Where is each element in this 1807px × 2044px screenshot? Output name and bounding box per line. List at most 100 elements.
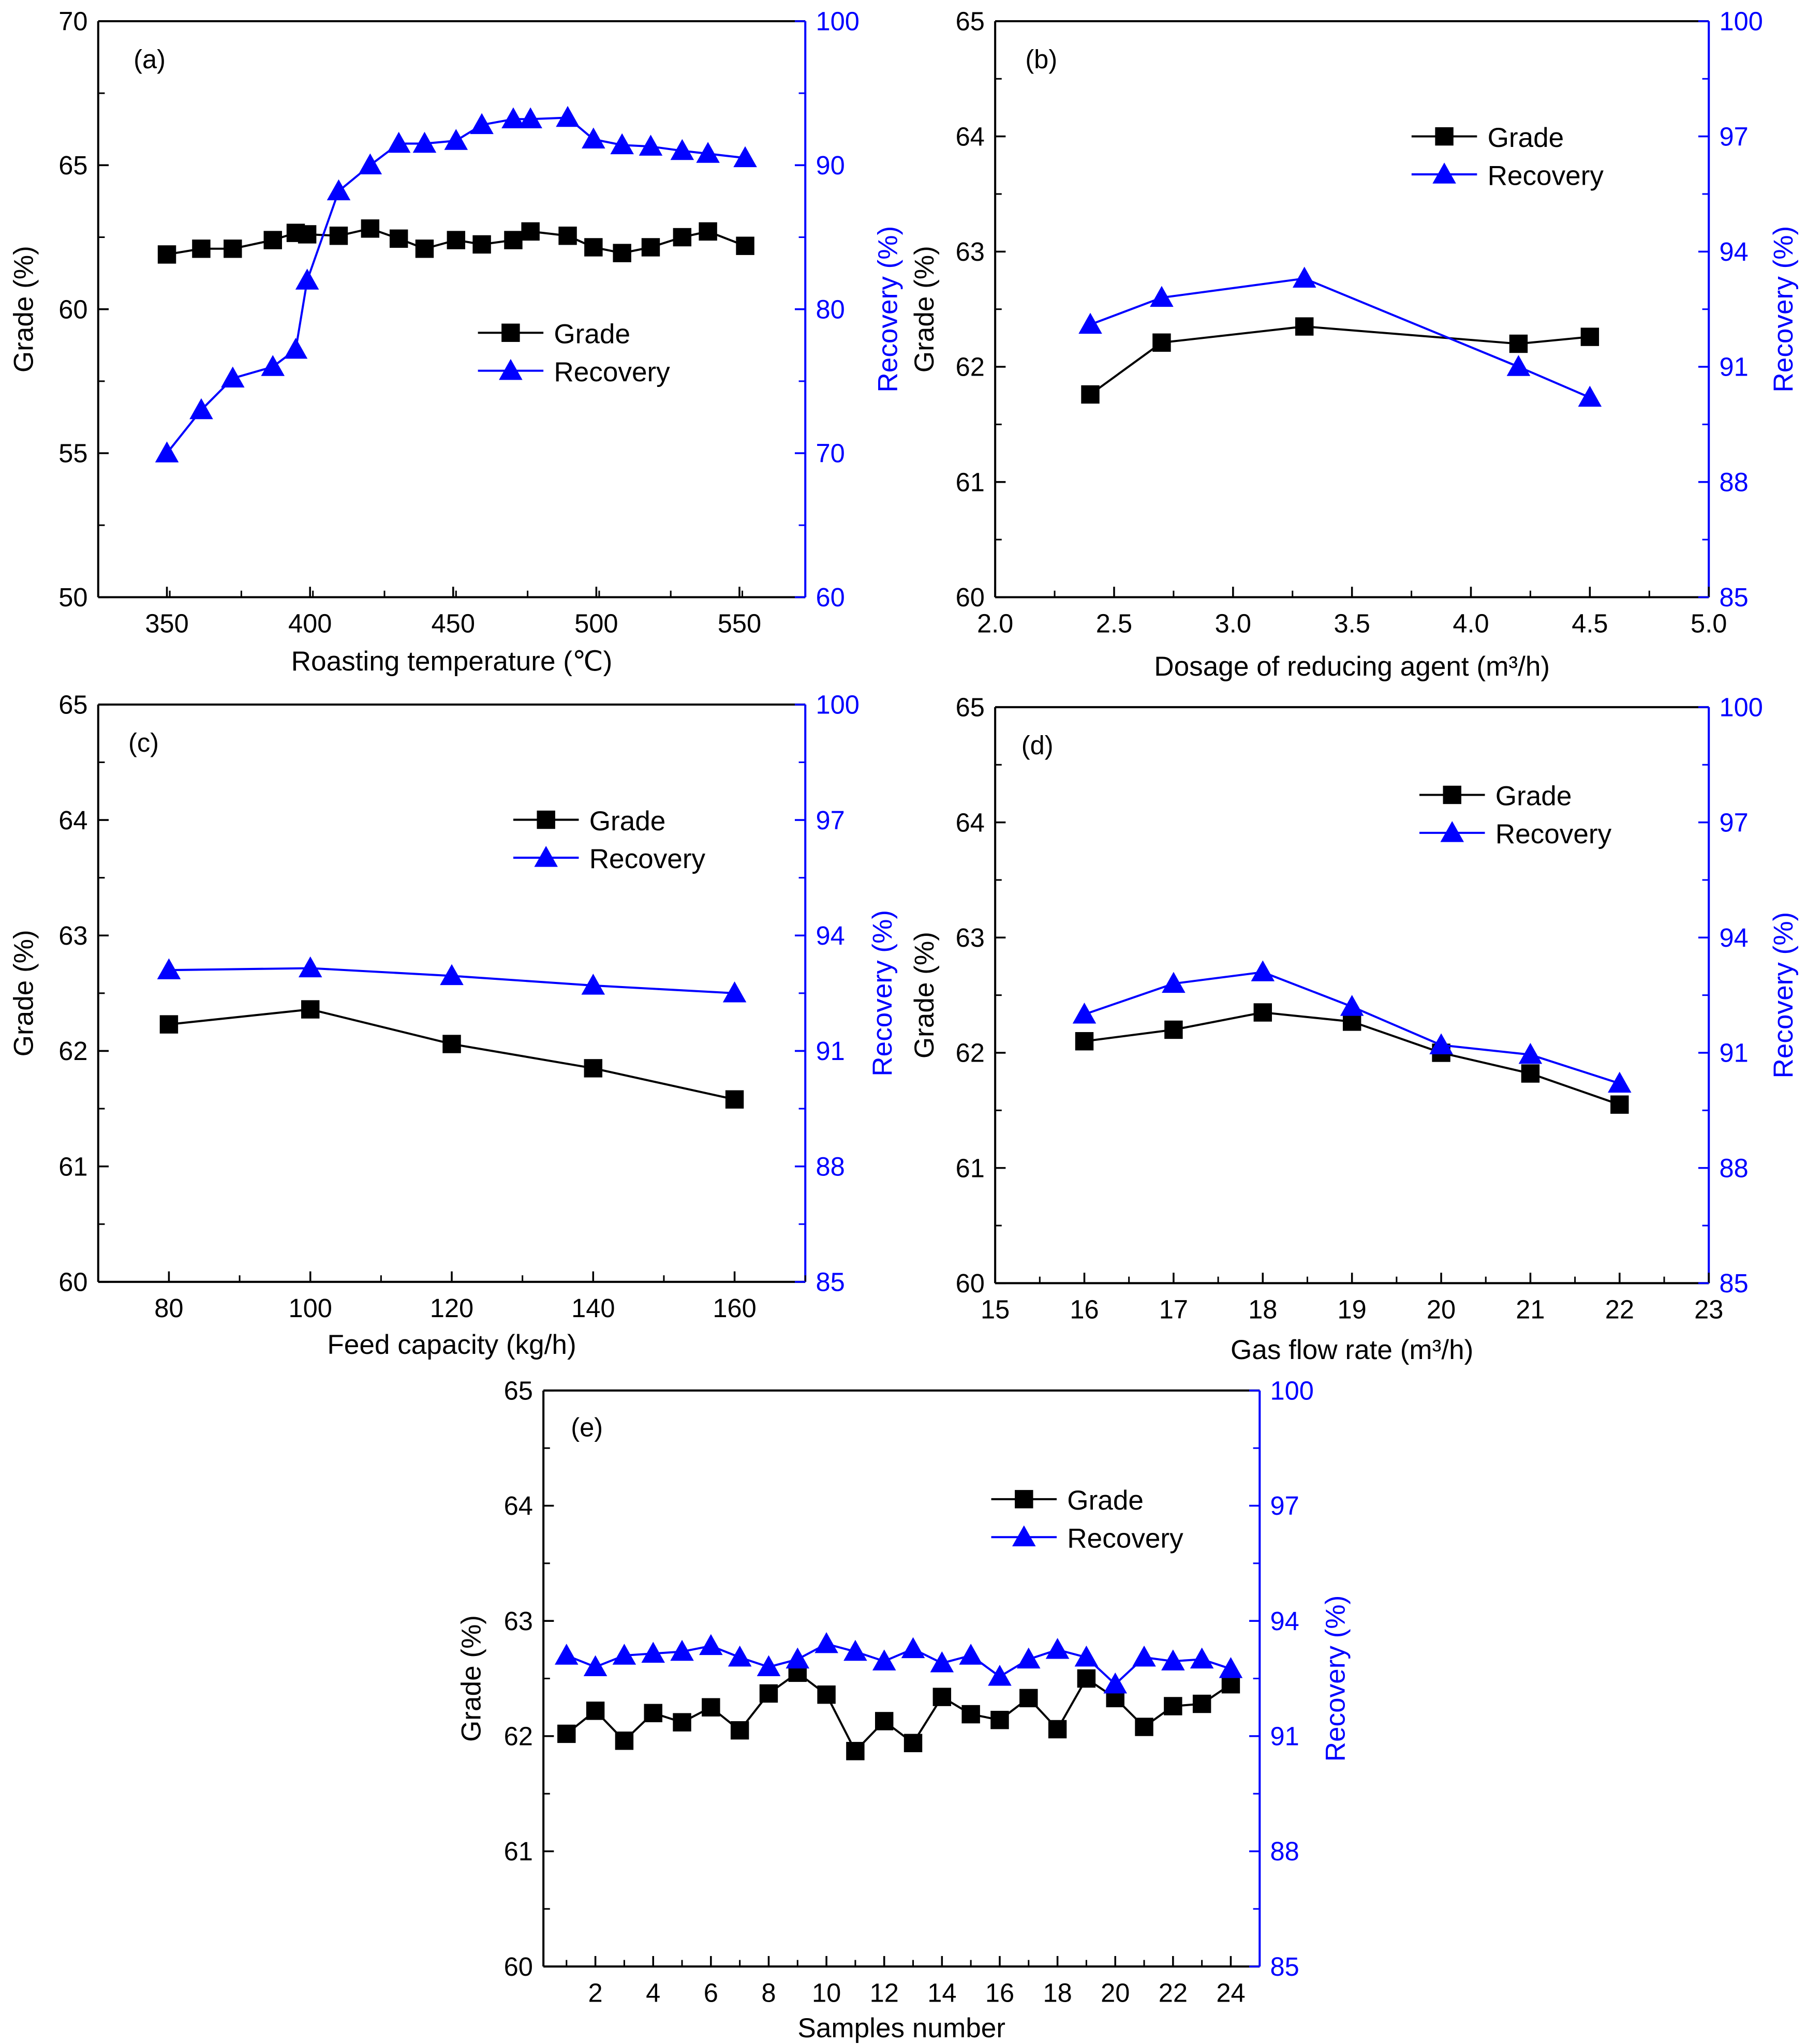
recovery-point	[298, 956, 322, 978]
y-left-tick-label: 63	[58, 921, 87, 950]
grade-point	[521, 222, 540, 241]
y-left-tick-label: 64	[956, 808, 985, 837]
grade-point	[389, 229, 408, 248]
legend-marker-grade	[501, 323, 520, 342]
x-tick-label: 24	[1216, 1978, 1245, 2008]
x-tick-label: 2	[588, 1978, 603, 2008]
y-right-axis-label: Recovery (%)	[1768, 912, 1799, 1079]
grade-point	[644, 1704, 662, 1723]
recovery-line	[566, 1643, 1232, 1686]
y-left-tick-label: 63	[504, 1606, 533, 1636]
grade-point	[613, 244, 631, 262]
legend: Grade Recovery	[1411, 123, 1604, 191]
chart-panel-e: 2 4 6 8 10 12 14 16 18 20 22 2460616263646585889194…	[456, 1376, 1351, 2043]
y-right-axis-label: Recovery (%)	[872, 226, 903, 393]
x-axis-label: Dosage of reducing agent (m³/h)	[1154, 651, 1550, 682]
x-tick-label: 22	[1605, 1295, 1634, 1324]
recovery-point	[1506, 355, 1531, 376]
y-right-tick-label: 97	[1719, 808, 1748, 837]
legend-label: Grade	[1495, 781, 1572, 812]
recovery-point	[722, 981, 747, 1003]
x-tick-label: 4.5	[1572, 609, 1608, 638]
x-tick-label: 400	[288, 609, 332, 638]
y-right-axis-label: Recovery (%)	[1768, 226, 1799, 393]
grade-point	[584, 238, 603, 257]
recovery-point	[1150, 286, 1174, 307]
grade-point	[1164, 1020, 1183, 1039]
grade-point	[557, 1724, 576, 1743]
grade-point	[846, 1742, 865, 1760]
recovery-point	[757, 1655, 781, 1676]
grade-point	[730, 1721, 749, 1740]
legend-marker-grade	[1015, 1490, 1033, 1509]
legend-label: Recovery	[1067, 1523, 1183, 1554]
grade-point	[875, 1712, 894, 1730]
y-right-axis-label: Recovery (%)	[1321, 1595, 1351, 1762]
recovery-point	[1162, 972, 1186, 993]
grade-point	[615, 1732, 634, 1750]
y-left-tick-label: 50	[58, 583, 87, 612]
y-right-tick-label: 91	[1270, 1722, 1299, 1751]
grade-point	[641, 238, 660, 257]
recovery-point	[583, 1655, 608, 1676]
grade-point	[329, 227, 348, 245]
grade-point	[1580, 327, 1599, 346]
grade-point	[192, 240, 211, 258]
series-recovery	[157, 956, 747, 1003]
x-tick-label: 22	[1159, 1978, 1188, 2008]
legend-marker-recovery	[499, 359, 523, 380]
x-tick-label: 16	[1070, 1295, 1099, 1324]
grade-point	[586, 1702, 605, 1720]
recovery-point	[786, 1647, 810, 1669]
x-axis-label: Samples number	[797, 2013, 1005, 2043]
x-tick-label: 20	[1101, 1978, 1130, 2008]
panel-tag: (b)	[1025, 44, 1057, 74]
grade-point	[415, 240, 434, 258]
x-tick-label: 6	[704, 1978, 718, 2008]
legend-label: Grade	[589, 806, 666, 837]
legend-marker-recovery	[1432, 162, 1456, 184]
y-left-tick-label: 65	[956, 693, 985, 722]
recovery-point	[327, 179, 351, 201]
grade-point	[263, 231, 282, 249]
y-left-tick-label: 61	[504, 1837, 533, 1866]
series-recovery	[1078, 266, 1602, 407]
y-right-tick-label: 85	[1270, 1952, 1299, 1981]
y-left-tick-label: 63	[956, 237, 985, 266]
grade-point	[157, 245, 176, 264]
legend-label: Grade	[1067, 1485, 1144, 1516]
x-axis-label: Gas flow rate (m³/h)	[1231, 1335, 1473, 1365]
grade-point	[1019, 1689, 1038, 1708]
recovery-point	[670, 139, 694, 160]
panel-tag: (e)	[571, 1412, 603, 1442]
recovery-point	[639, 135, 663, 156]
y-right-tick-label: 88	[1270, 1837, 1299, 1866]
grade-point	[159, 1015, 179, 1034]
recovery-point	[1578, 385, 1602, 407]
y-left-tick-label: 62	[956, 1038, 985, 1068]
recovery-point	[555, 1644, 579, 1665]
series-grade	[557, 1663, 1240, 1760]
y-left-tick-label: 62	[956, 352, 985, 382]
x-tick-label: 10	[812, 1978, 841, 2008]
recovery-point	[1132, 1645, 1156, 1667]
panel-tag: (a)	[134, 44, 166, 74]
grade-point	[1075, 1032, 1094, 1051]
legend-label: Recovery	[589, 844, 706, 874]
grade-point	[224, 240, 242, 258]
chart-panel-b: 2.0 2.5 3.0 3.5 4.0 4.5 5.0 60 61 62 63 64 65 85 88 91 9…	[909, 7, 1799, 682]
legend: Grade Recovery	[513, 806, 706, 874]
y-left-tick-label: 61	[956, 1153, 985, 1183]
recovery-point	[930, 1651, 954, 1673]
legend-label: Recovery	[1488, 160, 1604, 191]
grade-point	[301, 1000, 320, 1019]
y-right-tick-label: 88	[1719, 467, 1748, 497]
grade-point	[904, 1734, 923, 1752]
y-right-tick-label: 100	[1270, 1376, 1314, 1406]
x-tick-label: 8	[761, 1978, 776, 2008]
recovery-point	[470, 113, 494, 135]
y-left-axis-label: Grade (%)	[456, 1615, 487, 1742]
y-left-axis-label: Grade (%)	[909, 932, 940, 1058]
y-left-tick-label: 65	[58, 690, 87, 720]
recovery-point	[670, 1639, 694, 1661]
